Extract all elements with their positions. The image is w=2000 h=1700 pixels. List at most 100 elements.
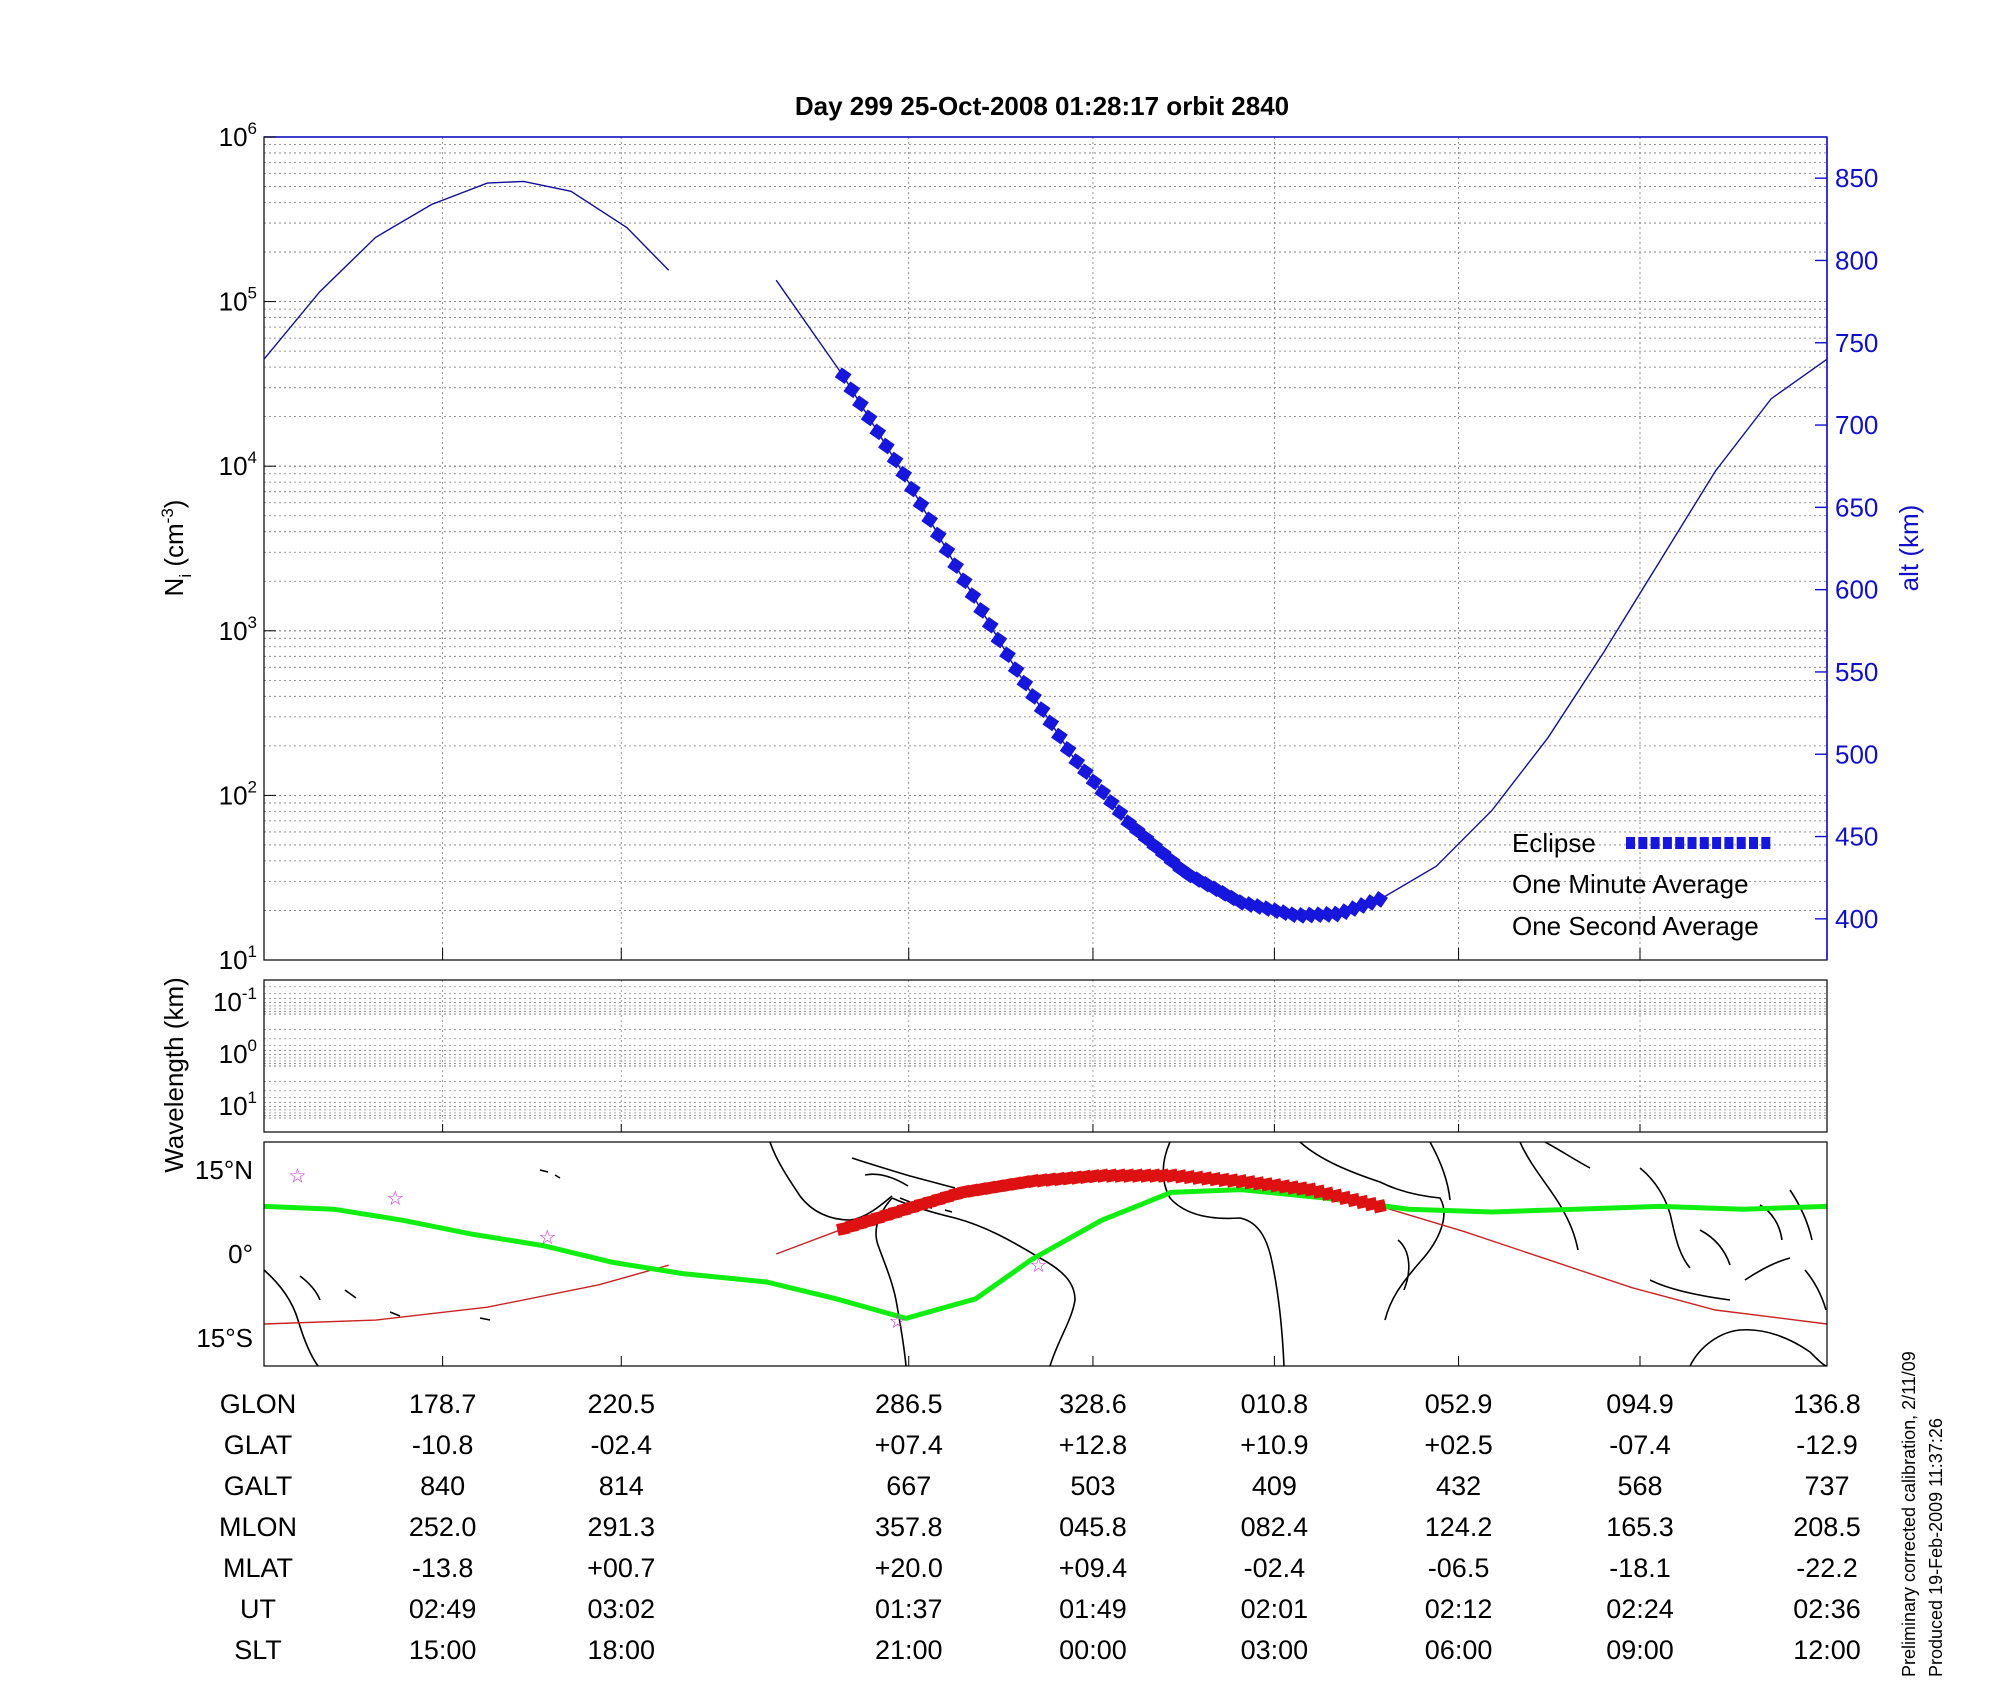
right-tick-label: 550 bbox=[1835, 657, 1878, 687]
table-cell: 082.4 bbox=[1241, 1512, 1309, 1542]
table-cell: 328.6 bbox=[1059, 1389, 1127, 1419]
orbit-parameter-table: GLON 178.7 220.5 286.5 328.6 010.8 052.9 094.9 1… bbox=[219, 1389, 1861, 1665]
legend-swatch-mark bbox=[1724, 837, 1734, 849]
wavelength-tick-label: 101 bbox=[219, 1088, 257, 1121]
table-cell: -22.2 bbox=[1796, 1553, 1858, 1583]
right-tick-label: 650 bbox=[1835, 492, 1878, 522]
table-cell: -02.4 bbox=[590, 1430, 652, 1460]
table-cell: 432 bbox=[1436, 1471, 1481, 1501]
legend-swatch-mark bbox=[1675, 837, 1685, 849]
eclipse-marker bbox=[1033, 701, 1051, 718]
table-cell: 02:12 bbox=[1425, 1594, 1493, 1624]
table-cell: 165.3 bbox=[1606, 1512, 1674, 1542]
eclipse-marker bbox=[1371, 891, 1388, 908]
legend-swatch-mark bbox=[1638, 837, 1648, 849]
station-stars: ☆ ☆ ☆ ☆ ☆ bbox=[289, 1166, 1048, 1334]
right-tick-label: 750 bbox=[1835, 328, 1878, 358]
table-cell: 15:00 bbox=[409, 1635, 477, 1665]
latitude-tick-label: 15°S bbox=[196, 1323, 253, 1353]
right-tick-label: 600 bbox=[1835, 575, 1878, 605]
eclipse-marker bbox=[904, 480, 921, 498]
eclipse-marker bbox=[860, 409, 878, 427]
eclipse-marker bbox=[1042, 714, 1060, 732]
footnote-line1: Preliminary corrected calibration, 2/11/… bbox=[1899, 1351, 1919, 1677]
table-cell: 045.8 bbox=[1059, 1512, 1127, 1542]
table-row-label: GLAT bbox=[224, 1430, 293, 1460]
wavelength-panel-frame bbox=[263, 979, 1828, 1133]
table-cell: -18.1 bbox=[1609, 1553, 1671, 1583]
eclipse-marker bbox=[938, 541, 956, 559]
table-cell: 02:24 bbox=[1606, 1594, 1674, 1624]
eclipse-marker bbox=[1077, 763, 1094, 781]
eclipse-marker bbox=[843, 381, 861, 399]
table-cell: +00.7 bbox=[587, 1553, 655, 1583]
eclipse-marker bbox=[1085, 773, 1103, 791]
table-cell: 01:37 bbox=[875, 1594, 943, 1624]
table-cell: +20.0 bbox=[875, 1553, 943, 1583]
legend-one-second-label: One Second Average bbox=[1512, 911, 1759, 941]
table-cell: 21:00 bbox=[875, 1635, 943, 1665]
table-cell: 252.0 bbox=[409, 1512, 477, 1542]
station-star: ☆ bbox=[289, 1166, 307, 1188]
right-tick-label: 700 bbox=[1835, 410, 1878, 440]
eclipse-track-marker bbox=[1372, 1199, 1387, 1214]
legend-one-minute-label: One Minute Average bbox=[1512, 869, 1749, 899]
table-cell: +09.4 bbox=[1059, 1553, 1127, 1583]
table-cell: +02.5 bbox=[1424, 1430, 1492, 1460]
table-row-label: MLAT bbox=[223, 1553, 293, 1583]
eclipse-marker bbox=[912, 496, 930, 513]
table-cell: 03:02 bbox=[587, 1594, 655, 1624]
latitude-tick-label: 0° bbox=[228, 1239, 253, 1269]
table-row-label: MLON bbox=[219, 1512, 297, 1542]
right-axis-label: alt (km) bbox=[1894, 505, 1924, 592]
y-tick-label: 106 bbox=[219, 119, 257, 152]
legend-swatch-mark bbox=[1662, 837, 1672, 849]
eclipse-marker bbox=[1007, 661, 1025, 678]
footnote-line2: Produced 19-Feb-2009 11:37:26 bbox=[1926, 1418, 1946, 1677]
legend-swatch-mark bbox=[1736, 837, 1746, 849]
y-axis-label: Ni (cm-3) bbox=[158, 500, 195, 597]
table-cell: 286.5 bbox=[875, 1389, 943, 1419]
eclipse-marker bbox=[869, 423, 887, 441]
table-cell: 840 bbox=[420, 1471, 465, 1501]
table-cell: 00:00 bbox=[1059, 1635, 1127, 1665]
eclipse-marker bbox=[999, 646, 1016, 664]
table-cell: -12.9 bbox=[1796, 1430, 1858, 1460]
eclipse-markers bbox=[834, 367, 1388, 924]
eclipse-marker bbox=[834, 367, 852, 385]
eclipse-track-markers bbox=[836, 1168, 1387, 1236]
table-cell: 02:36 bbox=[1793, 1594, 1861, 1624]
table-cell: 01:49 bbox=[1059, 1594, 1127, 1624]
y-tick-label: 105 bbox=[219, 284, 257, 317]
table-cell: 124.2 bbox=[1425, 1512, 1493, 1542]
station-star: ☆ bbox=[889, 1311, 907, 1333]
chart-title: Day 299 25-Oct-2008 01:28:17 orbit 2840 bbox=[795, 91, 1289, 121]
table-cell: +12.8 bbox=[1059, 1430, 1127, 1460]
y-tick-label: 101 bbox=[219, 942, 257, 975]
eclipse-marker bbox=[1051, 727, 1068, 745]
latitude-tick-label: 15°N bbox=[195, 1155, 253, 1185]
y-axis-ticks: 106 105 104 103 102 101 bbox=[219, 119, 276, 975]
table-row-label: SLT bbox=[234, 1635, 282, 1665]
table-cell: 220.5 bbox=[587, 1389, 655, 1419]
table-cell: +07.4 bbox=[875, 1430, 943, 1460]
table-cell: 12:00 bbox=[1793, 1635, 1861, 1665]
table-cell: -10.8 bbox=[412, 1430, 474, 1460]
table-cell: 094.9 bbox=[1606, 1389, 1674, 1419]
eclipse-marker bbox=[929, 526, 947, 544]
eclipse-marker bbox=[895, 465, 913, 483]
table-cell: 503 bbox=[1070, 1471, 1115, 1501]
legend-swatch-mark bbox=[1699, 837, 1709, 849]
legend: Eclipse One Minute Average One Second Av… bbox=[1512, 828, 1771, 941]
x-axis-tickmarks bbox=[442, 948, 1641, 1366]
table-cell: 18:00 bbox=[587, 1635, 655, 1665]
y-tick-label: 102 bbox=[219, 777, 257, 810]
legend-swatch-mark bbox=[1626, 837, 1635, 849]
table-cell: 568 bbox=[1617, 1471, 1662, 1501]
eclipse-marker bbox=[981, 616, 999, 634]
top-panel-gridlines bbox=[264, 136, 1827, 961]
eclipse-marker bbox=[964, 587, 982, 604]
table-cell: +10.9 bbox=[1240, 1430, 1308, 1460]
right-axis-ticks: 850 800 750 700 650 600 550 500 450 400 bbox=[1815, 163, 1878, 934]
